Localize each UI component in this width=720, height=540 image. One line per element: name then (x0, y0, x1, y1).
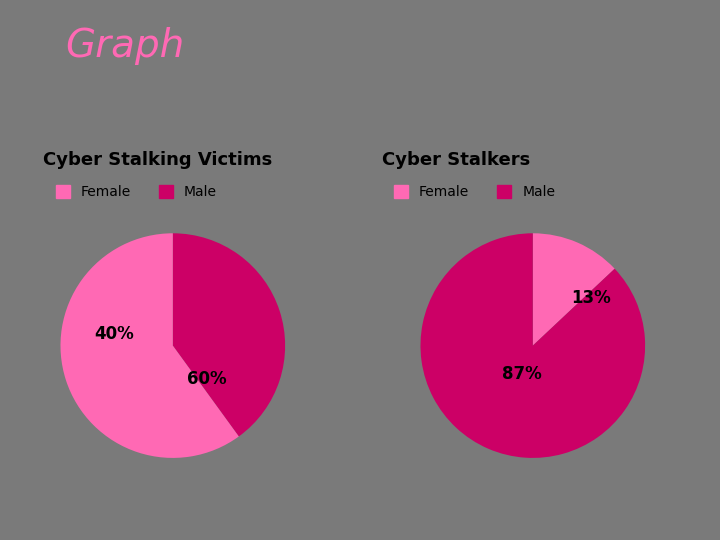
Text: 87%: 87% (502, 364, 541, 383)
Wedge shape (60, 233, 239, 458)
Wedge shape (173, 233, 285, 436)
Text: Cyber Stalking Victims: Cyber Stalking Victims (43, 151, 272, 169)
Legend: Female, Male: Female, Male (389, 180, 561, 205)
Text: 13%: 13% (572, 289, 611, 307)
Wedge shape (420, 233, 645, 458)
Text: Cyber Stalkers: Cyber Stalkers (382, 151, 530, 169)
Text: Graph: Graph (65, 27, 184, 65)
Wedge shape (533, 233, 615, 346)
Text: 60%: 60% (186, 370, 226, 388)
Legend: Female, Male: Female, Male (50, 180, 222, 205)
Text: 40%: 40% (94, 326, 134, 343)
